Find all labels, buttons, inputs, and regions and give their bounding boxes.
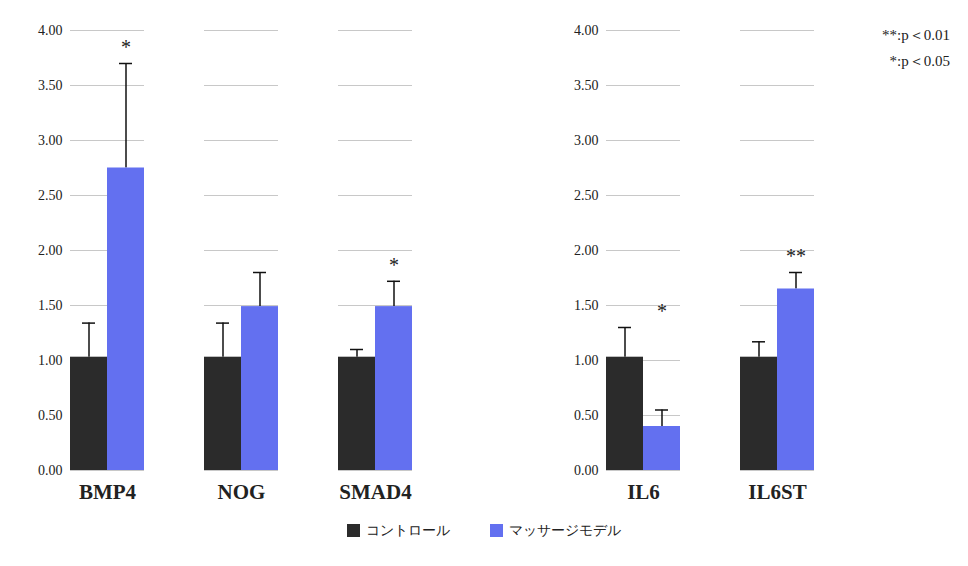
svg-text:2.50: 2.50 (38, 188, 63, 203)
svg-text:*: * (389, 254, 399, 276)
html-text:コントロール: コントロール (366, 522, 450, 538)
svg-text:1.00: 1.00 (38, 353, 63, 368)
svg-text:4.00: 4.00 (574, 23, 599, 38)
svg-text:3.00: 3.00 (574, 133, 599, 148)
svg-text:2.00: 2.00 (574, 243, 599, 258)
html-text:**:p＜0.01: **:p＜0.01 (882, 27, 950, 43)
svg-text:SMAD4: SMAD4 (339, 480, 412, 504)
svg-text:IL6ST: IL6ST (748, 480, 806, 504)
svg-text:**: ** (786, 245, 806, 267)
svg-text:*: * (657, 300, 667, 322)
svg-text:0.50: 0.50 (574, 408, 599, 423)
svg-text:NOG: NOG (218, 480, 266, 504)
html-text:*:p＜0.05: *:p＜0.05 (889, 53, 950, 70)
svg-text:4.00: 4.00 (38, 23, 63, 38)
svg-text:3.00: 3.00 (38, 133, 63, 148)
svg-text:2.00: 2.00 (38, 243, 63, 258)
svg-text:1.50: 1.50 (574, 298, 599, 313)
html-text:マッサージモデル: マッサージモデル (509, 522, 621, 538)
svg-text:0.50: 0.50 (38, 408, 63, 423)
svg-text:0.00: 0.00 (574, 463, 599, 478)
svg-text:2.50: 2.50 (574, 188, 599, 203)
svg-text:*: * (121, 36, 131, 58)
svg-text:3.50: 3.50 (38, 78, 63, 93)
svg-text:3.50: 3.50 (574, 78, 599, 93)
svg-text:BMP4: BMP4 (79, 480, 137, 504)
svg-text:1.00: 1.00 (574, 353, 599, 368)
svg-text:1.50: 1.50 (38, 298, 63, 313)
svg-text:IL6: IL6 (627, 480, 660, 504)
svg-text:0.00: 0.00 (38, 463, 63, 478)
